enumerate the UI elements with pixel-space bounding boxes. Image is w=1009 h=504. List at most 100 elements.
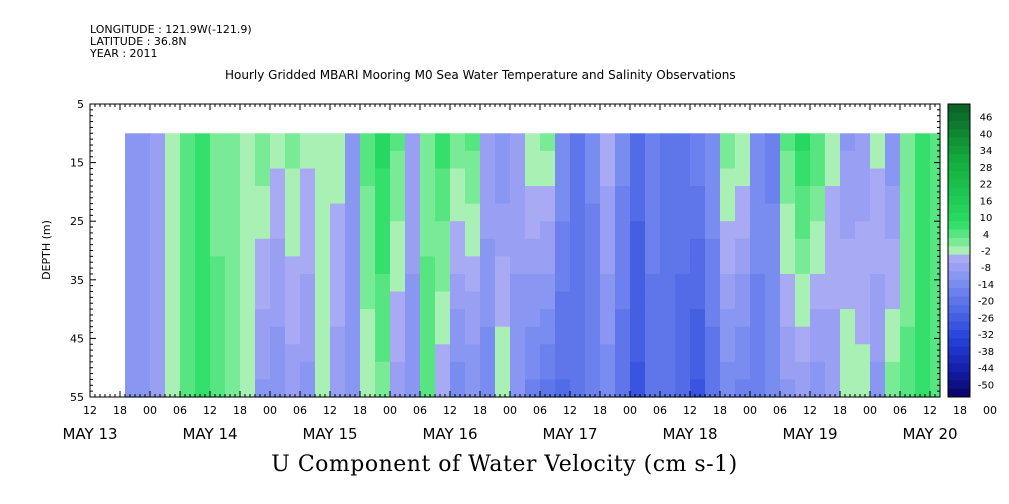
heatmap-cell (525, 273, 541, 293)
heatmap-cell (720, 291, 736, 310)
heatmap-cell (570, 150, 586, 170)
heatmap-cell (465, 168, 481, 187)
heatmap-cell (780, 326, 796, 345)
x-day-label: MAY 18 (662, 425, 717, 443)
heatmap-cell (270, 256, 286, 275)
heatmap-cell (450, 344, 466, 363)
colorbar-label: 16 (980, 196, 993, 207)
y-tick-label: 55 (70, 391, 84, 404)
heatmap-cell (885, 238, 901, 257)
heatmap-cell (600, 203, 616, 222)
heatmap-cell (900, 379, 916, 398)
heatmap-cell (585, 344, 601, 363)
heatmap-cell (345, 273, 361, 293)
heatmap-cell (900, 168, 916, 187)
colorbar-swatch (948, 237, 970, 247)
heatmap-cell (225, 133, 241, 152)
heatmap-cell (795, 326, 811, 345)
heatmap-cell (675, 361, 691, 381)
heatmap-cell (525, 309, 541, 328)
heatmap-cell (240, 326, 256, 345)
x-tick-label: 18 (473, 404, 487, 417)
heatmap-cell (720, 150, 736, 170)
heatmap-cell (240, 186, 256, 205)
heatmap-cell (150, 361, 166, 381)
heatmap-cell (630, 291, 646, 310)
heatmap-cell (570, 203, 586, 222)
heatmap-cell (300, 326, 316, 345)
heatmap-cell (660, 150, 676, 170)
heatmap-cell (600, 133, 616, 152)
heatmap-cell (345, 150, 361, 170)
heatmap-cell (870, 379, 886, 398)
heatmap-cell (705, 309, 721, 328)
heatmap-cell (915, 326, 931, 345)
heatmap-cell (630, 186, 646, 205)
heatmap-cell (150, 150, 166, 170)
heatmap-cell (180, 326, 196, 345)
heatmap-cell (810, 361, 826, 381)
heatmap-cell (195, 361, 211, 381)
heatmap-cell (315, 273, 331, 293)
heatmap-cell (885, 326, 901, 345)
heatmap-cell (360, 186, 376, 205)
heatmap-cell (645, 150, 661, 170)
x-tick-label: 12 (563, 404, 577, 417)
heatmap-cell (420, 309, 436, 328)
x-tick-label: 00 (503, 404, 517, 417)
colorbar-label: -20 (978, 297, 994, 308)
heatmap-cell (225, 379, 241, 398)
heatmap-cell (210, 150, 226, 170)
heatmap-cell (780, 150, 796, 170)
heatmap-cell (375, 273, 391, 293)
heatmap-cell (315, 150, 331, 170)
heatmap-cell (465, 238, 481, 257)
heatmap-cell (810, 326, 826, 345)
heatmap-cell (840, 221, 856, 240)
heatmap-cell (540, 273, 556, 293)
heatmap-cell (690, 133, 706, 152)
heatmap-cell (810, 344, 826, 363)
colorbar-label: 46 (980, 113, 993, 124)
heatmap-cell (690, 203, 706, 222)
heatmap-cell (390, 379, 406, 398)
heatmap-cell (420, 256, 436, 275)
x-tick-label: 06 (893, 404, 907, 417)
heatmap-cell (720, 273, 736, 293)
heatmap-cell (330, 361, 346, 381)
heatmap-cell (705, 361, 721, 381)
heatmap-cell (885, 344, 901, 363)
x-tick-label: 00 (623, 404, 637, 417)
heatmap-cell (510, 221, 526, 240)
x-day-label: MAY 14 (182, 425, 237, 443)
heatmap-cell (645, 186, 661, 205)
heatmap-cell (570, 361, 586, 381)
heatmap-cell (720, 238, 736, 257)
heatmap-cell (525, 203, 541, 222)
colorbar-swatch (948, 254, 970, 264)
heatmap-cell (840, 361, 856, 381)
heatmap-cell (435, 168, 451, 187)
heatmap-cell (435, 326, 451, 345)
heatmap-cell (885, 203, 901, 222)
heatmap-cell (360, 203, 376, 222)
heatmap-cell (840, 168, 856, 187)
heatmap-cell (270, 133, 286, 152)
heatmap-cell (510, 186, 526, 205)
heatmap-cell (600, 291, 616, 310)
heatmap-cell (720, 203, 736, 222)
heatmap-cell (270, 203, 286, 222)
heatmap-cell (915, 309, 931, 328)
heatmap-cell (360, 256, 376, 275)
heatmap-cell (360, 291, 376, 310)
heatmap-cell (150, 291, 166, 310)
heatmap-cell (690, 221, 706, 240)
x-day-label: MAY 19 (782, 425, 837, 443)
heatmap-cell (255, 168, 271, 187)
colorbar-swatch (948, 355, 970, 364)
heatmap-cell (480, 291, 496, 310)
heatmap-cell (690, 326, 706, 345)
heatmap-cell (900, 291, 916, 310)
heatmap-cell (540, 291, 556, 310)
heatmap-cell (855, 309, 871, 328)
